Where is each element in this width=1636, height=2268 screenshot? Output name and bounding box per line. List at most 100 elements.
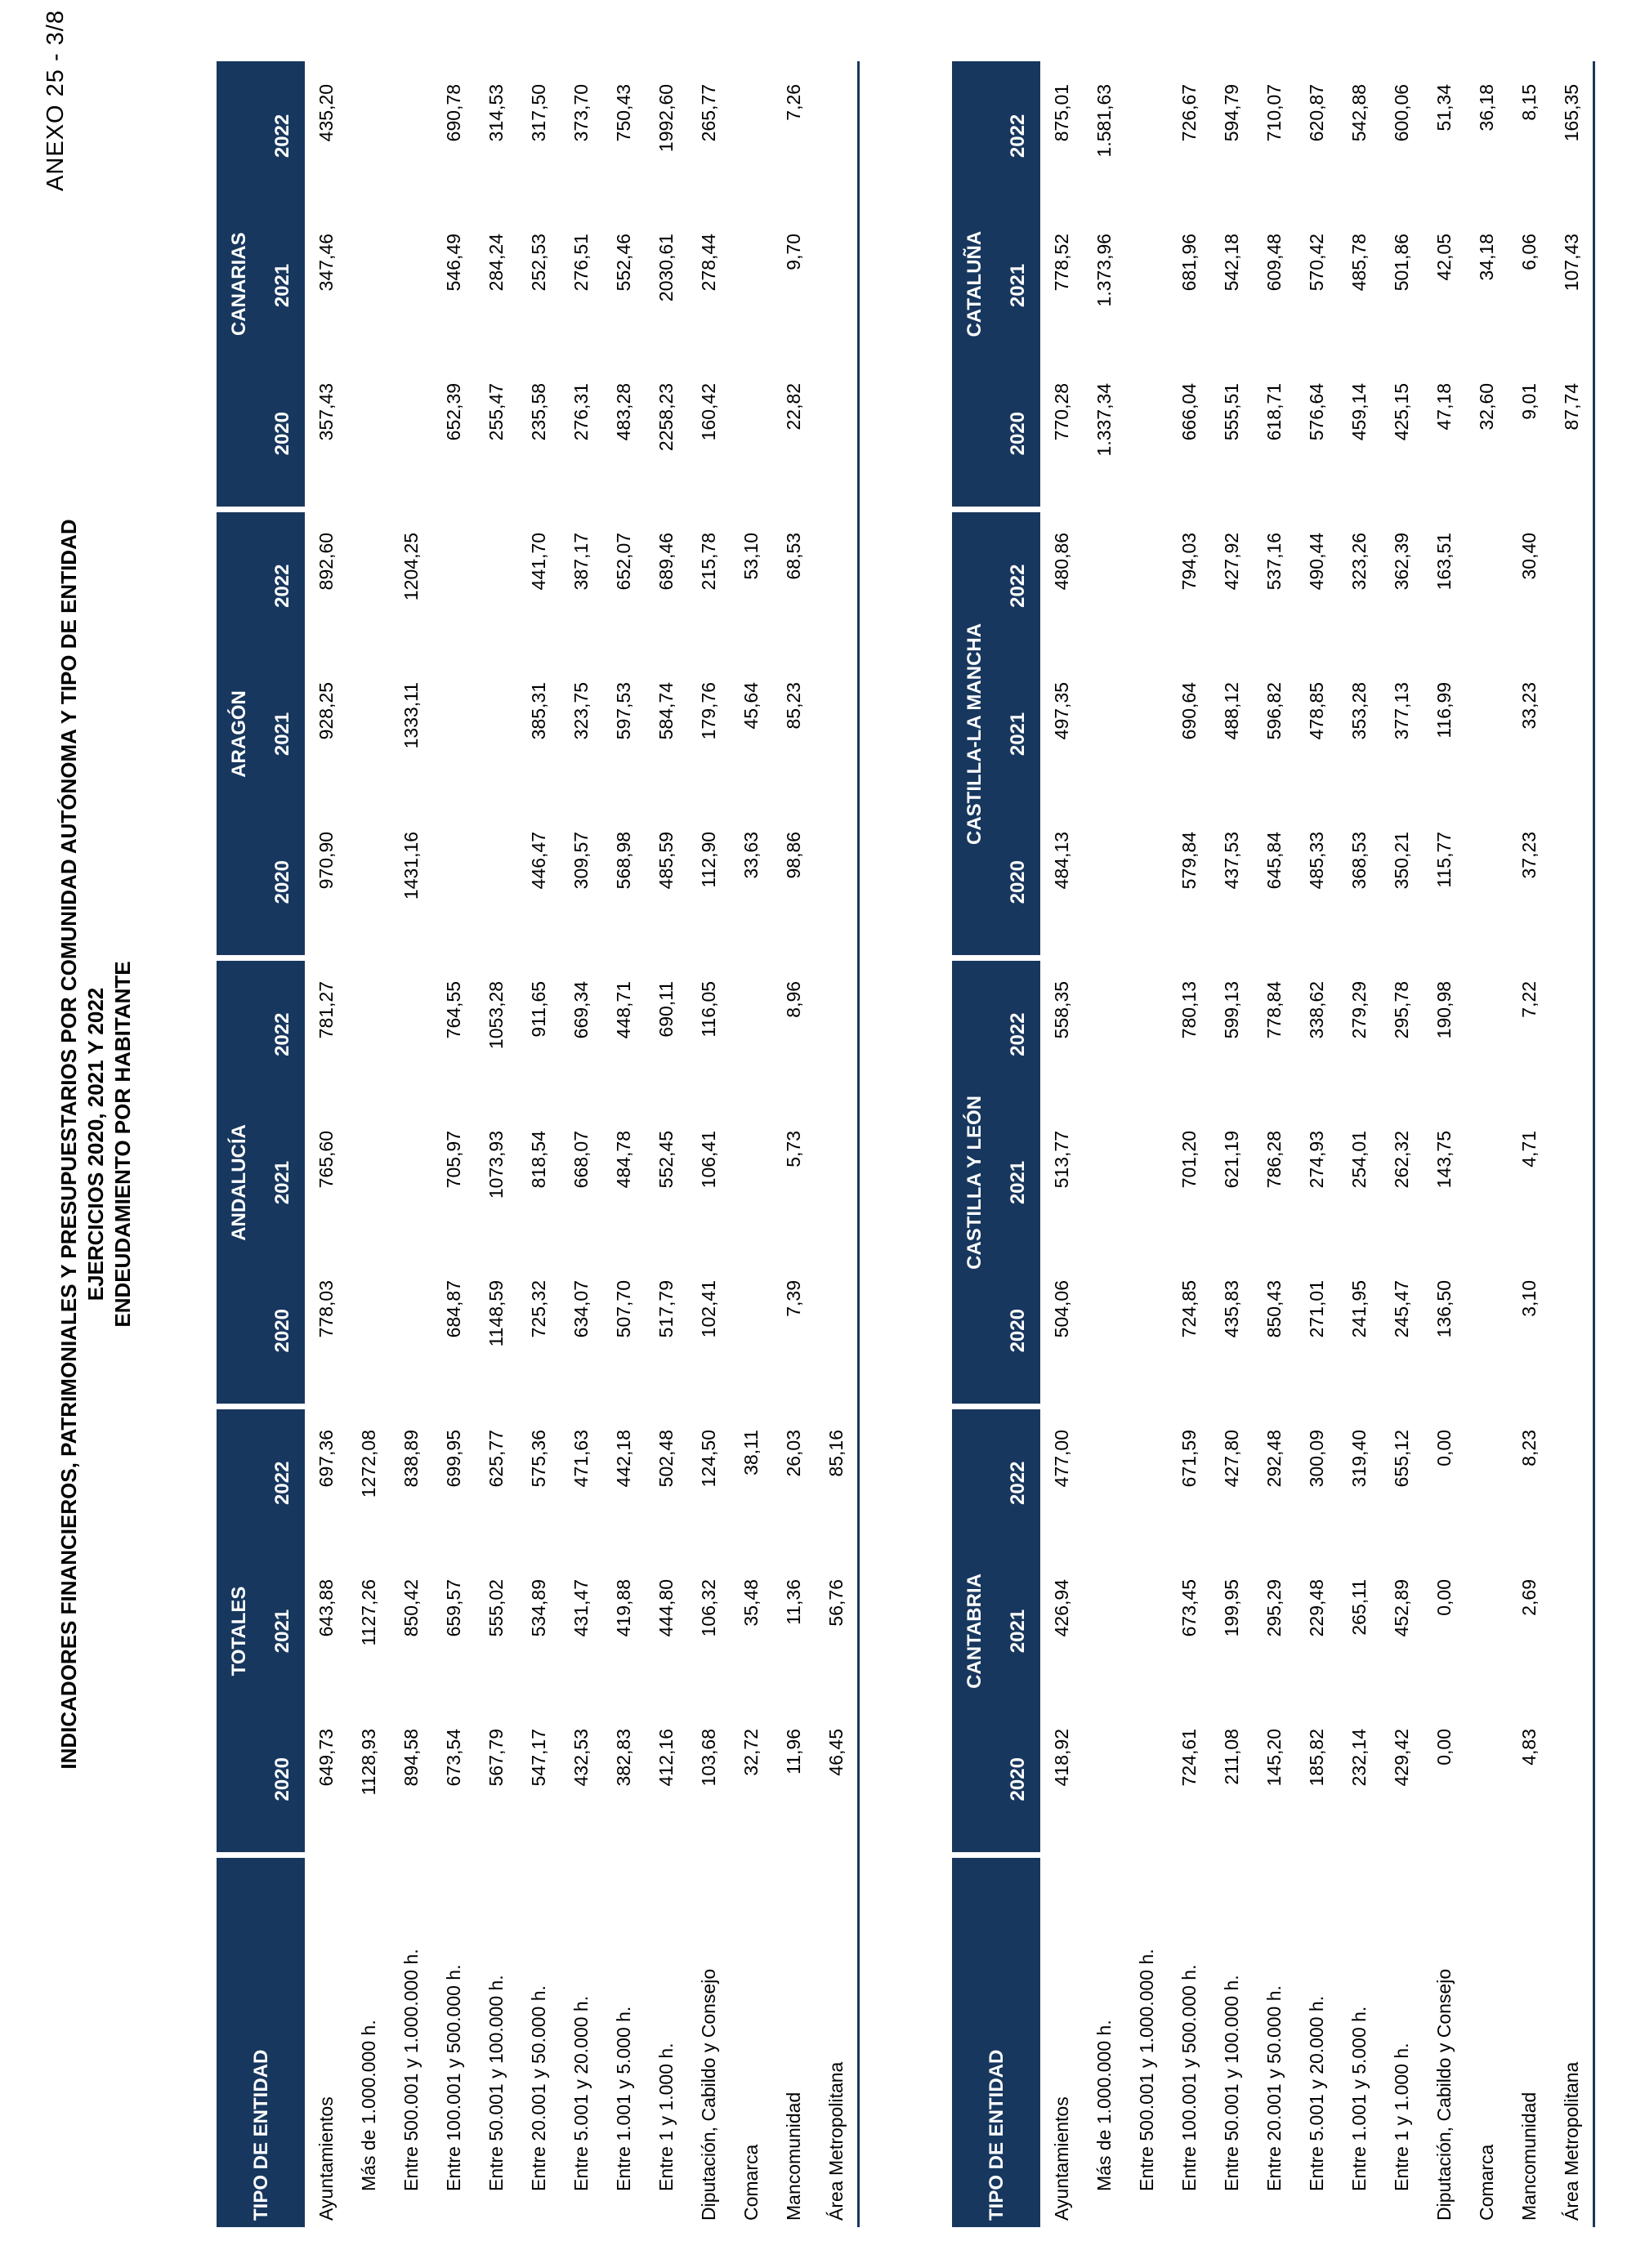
value-cell: 620,87 <box>1305 83 1327 142</box>
value-cell: 794,03 <box>1178 532 1200 591</box>
year-column-header: 2021 <box>996 1556 1040 1706</box>
value-cell <box>432 809 475 958</box>
value-cell <box>1125 510 1168 659</box>
value-cell <box>1550 1108 1594 1257</box>
value-cell: 22,82 <box>782 382 804 431</box>
value-cell: 690,78 <box>442 83 464 142</box>
value-cell: 319,40 <box>1348 1429 1370 1488</box>
year-column-header: 2021 <box>261 1556 305 1706</box>
value-cell: 764,55 <box>442 980 464 1039</box>
value-cell: 568,98 <box>612 831 634 890</box>
year-column-header: 2020 <box>996 808 1040 958</box>
value-cell <box>815 360 859 510</box>
value-cell: 726,67 <box>1178 83 1200 142</box>
value-cell: 1333,11 <box>400 681 422 749</box>
value-cell <box>1550 1706 1594 1855</box>
value-cell: 276,51 <box>570 233 592 292</box>
value-cell: 681,96 <box>1178 233 1200 292</box>
row-label: Ayuntamientos <box>315 2096 337 2221</box>
value-cell: 546,49 <box>442 233 464 292</box>
value-cell: 377,13 <box>1390 681 1412 740</box>
value-cell: 279,29 <box>1348 980 1370 1039</box>
value-cell <box>1125 1556 1168 1706</box>
value-cell <box>815 61 859 211</box>
value-cell: 51,34 <box>1433 83 1455 132</box>
value-cell: 373,70 <box>570 83 592 142</box>
year-column-header: 2021 <box>996 659 1040 809</box>
value-cell <box>1125 1706 1168 1855</box>
year-column-header: 2022 <box>996 60 1040 211</box>
value-cell: 710,07 <box>1263 83 1285 142</box>
table-row: Diputación, Cabildo y Consejo 103,68 106,3… <box>687 61 730 2227</box>
year-column-header: 2020 <box>261 1706 305 1855</box>
table-row: Entre 500.001 y 1.000.000 h. 894,58 850,42… <box>390 61 432 2227</box>
value-cell <box>730 61 772 211</box>
table-row: Diputación, Cabildo y Consejo 0,00 0,00 0,0… <box>1423 61 1465 2227</box>
value-cell: 314,53 <box>485 83 507 142</box>
value-cell: 106,32 <box>697 1579 719 1637</box>
value-cell: 387,17 <box>570 532 592 591</box>
value-cell: 488,12 <box>1220 681 1242 740</box>
value-cell <box>432 510 475 659</box>
row-label: Comarca <box>740 2144 762 2221</box>
value-cell <box>815 211 859 360</box>
value-cell: 850,43 <box>1263 1279 1285 1338</box>
value-cell: 124,50 <box>697 1429 719 1488</box>
value-cell: 252,53 <box>527 233 549 292</box>
value-cell: 625,77 <box>485 1429 507 1488</box>
value-cell <box>1083 958 1125 1108</box>
row-label: Diputación, Cabildo y Consejo <box>697 1968 719 2221</box>
value-cell <box>815 659 859 809</box>
value-cell: 576,64 <box>1305 382 1327 441</box>
year-column-header: 2020 <box>261 808 305 958</box>
region-group-header: ARAGÓN <box>217 509 261 958</box>
value-cell: 32,72 <box>740 1729 762 1776</box>
value-cell: 780,13 <box>1178 980 1200 1039</box>
value-cell: 1128,93 <box>357 1729 379 1796</box>
row-label: Entre 500.001 y 1.000.000 h. <box>1135 1949 1157 2191</box>
value-cell: 362,39 <box>1390 532 1412 591</box>
value-cell <box>347 1108 390 1257</box>
value-cell <box>730 1108 772 1257</box>
value-cell <box>432 659 475 809</box>
value-cell <box>1465 1108 1508 1257</box>
value-cell <box>347 211 390 360</box>
table-row: Entre 1 y 1.000 h. 429,42 452,89 655,12 245,… <box>1380 61 1423 2227</box>
value-cell: 778,84 <box>1263 980 1285 1039</box>
value-cell: 781,27 <box>315 980 337 1039</box>
value-cell: 501,86 <box>1390 233 1412 292</box>
value-cell: 750,43 <box>612 83 634 142</box>
value-cell: 323,75 <box>570 681 592 740</box>
table-row: Entre 1 y 1.000 h. 412,16 444,80 502,48 517,… <box>645 61 687 2227</box>
value-cell: 271,01 <box>1305 1279 1327 1338</box>
value-cell: 199,95 <box>1220 1579 1242 1637</box>
row-label: Diputación, Cabildo y Consejo <box>1433 1968 1455 2221</box>
value-cell: 485,59 <box>655 831 677 890</box>
value-cell: 477,00 <box>1050 1429 1072 1488</box>
value-cell <box>1465 1706 1508 1855</box>
value-cell: 634,07 <box>570 1279 592 1338</box>
value-cell: 838,89 <box>400 1429 422 1488</box>
value-cell: 3,10 <box>1518 1279 1540 1317</box>
value-cell <box>730 211 772 360</box>
value-cell: 850,42 <box>400 1579 422 1637</box>
value-cell: 504,06 <box>1050 1279 1072 1338</box>
value-cell: 112,90 <box>697 831 719 888</box>
value-cell: 552,45 <box>655 1130 677 1189</box>
value-cell: 382,83 <box>612 1729 634 1787</box>
value-cell: 928,25 <box>315 681 337 740</box>
value-cell: 385,31 <box>527 681 549 740</box>
value-cell: 570,42 <box>1305 233 1327 292</box>
value-cell: 185,82 <box>1305 1729 1327 1787</box>
value-cell <box>730 360 772 510</box>
value-cell: 211,08 <box>1220 1729 1242 1785</box>
value-cell: 600,06 <box>1390 83 1412 142</box>
value-cell: 4,71 <box>1518 1130 1540 1167</box>
value-cell: 618,71 <box>1263 382 1285 441</box>
value-cell <box>1465 1257 1508 1407</box>
value-cell: 116,99 <box>1433 681 1455 739</box>
value-cell: 892,60 <box>315 532 337 591</box>
value-cell: 37,23 <box>1518 831 1540 879</box>
value-cell: 265,77 <box>697 83 719 142</box>
value-cell <box>1125 1108 1168 1257</box>
